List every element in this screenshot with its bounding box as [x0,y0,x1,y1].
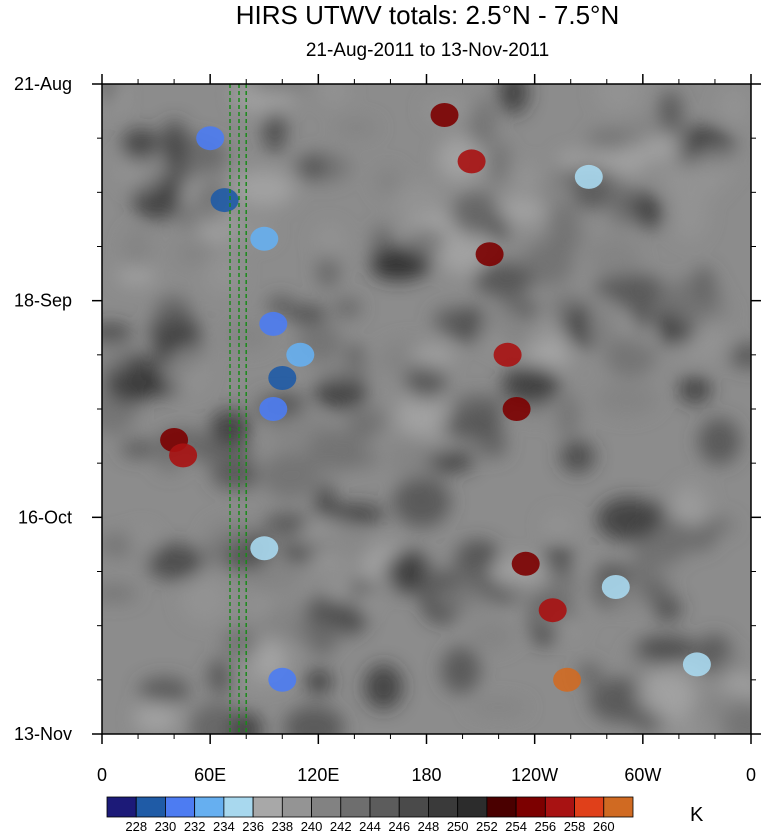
feature-blob-1 [169,443,198,468]
colorbar-label-2: 232 [184,819,206,834]
colorbar-box-6 [281,796,312,818]
feature-blob-12 [457,149,486,174]
x-tick-label-6: 0 [746,765,756,785]
colorbar-label-6: 240 [301,819,323,834]
feature-blob-16 [511,551,540,576]
colorbar-label-13: 254 [505,819,527,834]
x-tick-label-5: 60W [624,765,661,785]
colorbar-box-4 [223,796,254,818]
colorbar-label-11: 250 [447,819,469,834]
feature-blob-21 [574,164,603,189]
plot-area [102,84,751,734]
colorbar-box-17 [603,796,634,818]
colorbar-label-4: 236 [242,819,264,834]
colorbar-label-0: 228 [125,819,147,834]
colorbar-box-10 [398,796,429,818]
colorbar-box-1 [135,796,166,818]
x-tick-label-0: 0 [97,765,107,785]
colorbar-box-11 [428,796,459,818]
feature-blob-7 [286,342,315,367]
colorbar-label-8: 244 [359,819,381,834]
colorbar-label-1: 230 [155,819,177,834]
x-tick-label-2: 120E [297,765,339,785]
colorbar-box-14 [515,796,546,818]
colorbar-box-2 [165,796,196,818]
x-tick-label-1: 60E [194,765,226,785]
x-tick-label-4: 120W [511,765,558,785]
colorbar: 228 230 232 234 236 238 240 242 244 246 248 250 252 2… [106,796,634,834]
units-label: K [690,804,704,826]
colorbar-box-15 [544,796,575,818]
colorbar-box-7 [311,796,342,818]
feature-blob-13 [475,242,504,267]
feature-blob-11 [430,103,459,127]
x-tick-label-3: 180 [411,765,441,785]
chart-subtitle: 21-Aug-2011 to 13-Nov-2011 [305,40,550,61]
feature-blob-4 [250,226,279,251]
colorbar-label-5: 238 [271,819,293,834]
colorbar-label-12: 252 [476,819,498,834]
colorbar-label-7: 242 [330,819,352,834]
colorbar-box-8 [340,796,371,818]
colorbar-box-13 [486,796,517,818]
feature-blob-15 [502,397,531,421]
colorbar-box-5 [252,796,283,818]
feature-blob-5 [259,311,288,336]
colorbar-label-10: 248 [418,819,440,834]
colorbar-label-14: 256 [534,819,556,834]
feature-blob-19 [601,575,630,599]
y-tick-label-2: 16-Oct [18,507,72,527]
feature-blob-9 [268,667,297,692]
colorbar-box-9 [369,796,400,818]
feature-blob-3 [210,188,239,213]
feature-blob-10 [250,536,279,561]
feature-blob-20 [682,652,711,677]
colorbar-box-16 [574,796,605,818]
y-tick-label-0: 21-Aug [14,74,72,94]
feature-blob-17 [538,598,567,623]
y-tick-label-3: 13-Nov [14,724,72,744]
y-tick-label-1: 18-Sep [14,291,72,311]
feature-blob-6 [268,366,297,390]
feature-blob-2 [196,126,225,151]
feature-blob-14 [493,342,522,367]
colorbar-box-3 [194,796,225,818]
feature-blob-18 [553,667,582,692]
colorbar-label-3: 234 [213,819,235,834]
colorbar-label-9: 246 [388,819,410,834]
chart-title: HIRS UTWV totals: 2.5°N - 7.5°N [235,0,620,30]
colorbar-label-16: 260 [593,819,615,834]
feature-blob-8 [259,397,288,421]
colorbar-box-12 [457,796,488,818]
colorbar-label-15: 258 [564,819,586,834]
colorbar-box-0 [106,796,137,818]
